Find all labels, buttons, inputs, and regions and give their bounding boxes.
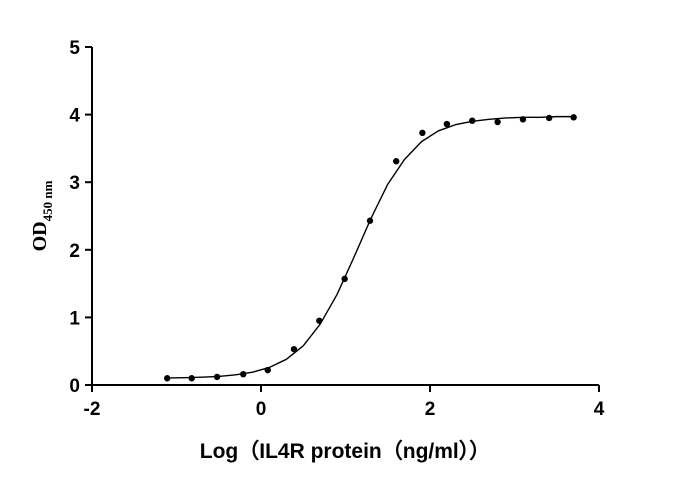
x-tick-label: 4 (594, 399, 605, 420)
x-axis-label: Log（IL4R protein（ng/ml）） (200, 439, 490, 463)
y-axis-label-main: OD (29, 221, 51, 251)
data-point (188, 375, 195, 382)
x-tick-label: -2 (84, 399, 101, 420)
data-point (443, 120, 451, 128)
data-point (545, 114, 553, 122)
y-axis-label-sub: 450 nm (40, 180, 55, 221)
y-tick-label: 4 (69, 106, 80, 127)
y-tick-label: 3 (69, 173, 80, 194)
data-point (393, 158, 400, 165)
data-point (419, 129, 426, 137)
x-tick-label: 0 (256, 399, 267, 420)
x-tick-label: 2 (425, 399, 436, 420)
fit-curve (168, 115, 574, 379)
y-tick-label: 2 (69, 241, 80, 262)
y-tick-label: 1 (69, 308, 80, 329)
y-axis-label: OD450 nm (29, 180, 55, 251)
y-tick-label: 5 (69, 38, 80, 59)
data-point (290, 345, 298, 353)
data-point (164, 375, 171, 382)
y-tick-label: 0 (69, 376, 80, 397)
data-point (494, 118, 501, 126)
